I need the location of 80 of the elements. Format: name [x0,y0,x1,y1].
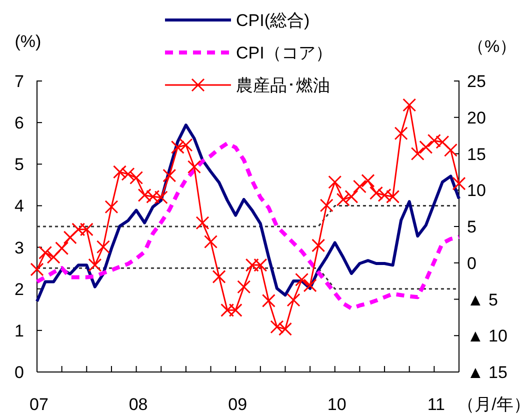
point [303,278,317,292]
x-tick-label: 08 [128,395,148,414]
y-tick-label: 0 [14,363,24,382]
point [452,176,466,190]
point [204,235,218,249]
y-tick-label: 1 [14,321,24,340]
point [72,222,86,236]
point [312,238,326,252]
x-tick-label: 10 [327,395,346,414]
point [378,188,392,202]
point [187,160,201,174]
y-tick-label: 6 [14,114,24,133]
point [278,322,292,336]
point [179,138,193,152]
x-tick-label: 09 [228,395,248,414]
y2-tick-label: ▲ 5 [467,290,498,310]
point [320,198,334,212]
y-tick-label: 2 [14,280,24,299]
point [55,242,69,256]
y-axis-title: (%) [14,32,42,51]
point [63,230,77,244]
y2-tick-label: 20 [467,108,486,128]
point [138,188,152,202]
point [295,272,309,286]
point [170,140,184,154]
point [162,168,176,182]
point [410,147,424,160]
point [212,270,226,284]
point [88,258,102,272]
point [352,180,366,194]
point [336,192,350,206]
point [270,320,284,334]
y2-tick-label: ▲ 15 [467,363,508,382]
point [370,186,384,200]
point [30,262,44,276]
y2-axis-title: （%） [467,37,517,56]
point [38,246,52,260]
y-tick-label: 4 [14,196,24,216]
legend-label: CPI（コア） [236,44,332,62]
y2-tick-label: 10 [467,181,486,200]
point [328,175,342,189]
point [196,216,210,230]
point [262,294,276,308]
point [254,258,268,272]
point [228,303,242,317]
point [402,98,416,112]
legend-label: CPI(総合) [236,11,310,30]
point [96,240,110,254]
point [130,171,144,185]
x-tick-label: 07 [30,395,48,414]
point [46,250,60,264]
y-tick-label: 5 [14,155,24,174]
legend-label: 農産品･燃油 [236,76,330,95]
point [427,134,441,148]
point [146,190,160,204]
y-tick-label: 3 [14,238,24,258]
point [436,135,450,149]
point [121,167,135,181]
y-tick-label: 7 [14,72,24,91]
point [286,293,300,307]
point [394,126,408,140]
point [444,143,458,157]
y2-tick-label: 5 [467,218,476,236]
point [361,174,375,188]
x-axis-title: （月/年） [458,395,530,414]
y2-tick-label: 0 [467,254,476,273]
y2-tick-label: 15 [467,144,486,164]
x-tick-label: 11 [427,395,446,414]
point [237,280,251,294]
y2-tick-label: 25 [467,72,486,91]
point [154,190,168,204]
point [104,200,118,214]
point [220,303,234,317]
point [419,140,433,154]
point [112,165,126,179]
point [386,190,400,204]
point [80,222,94,236]
point [344,190,358,204]
y2-tick-label: ▲ 10 [467,326,508,346]
point [245,258,259,272]
